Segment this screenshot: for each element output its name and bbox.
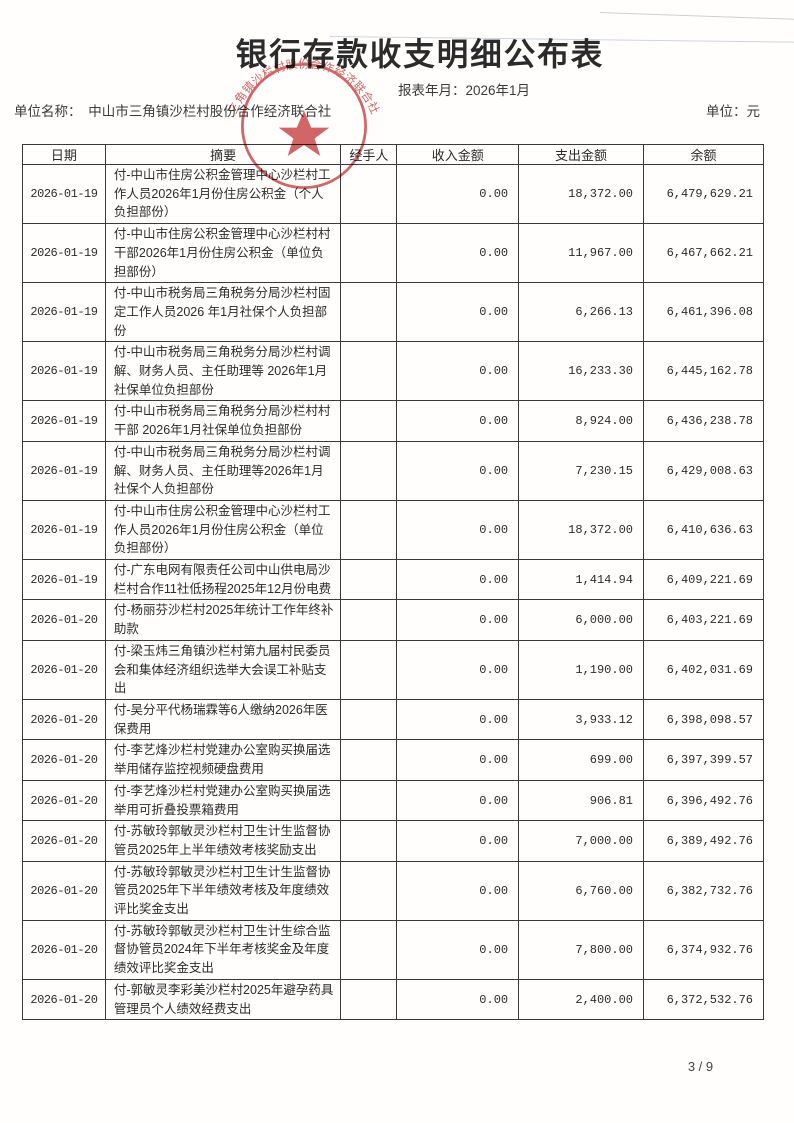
svg-text:三角镇沙栏村股份合作经济联合社: 三角镇沙栏村股份合作经济联合社 [228,57,381,117]
